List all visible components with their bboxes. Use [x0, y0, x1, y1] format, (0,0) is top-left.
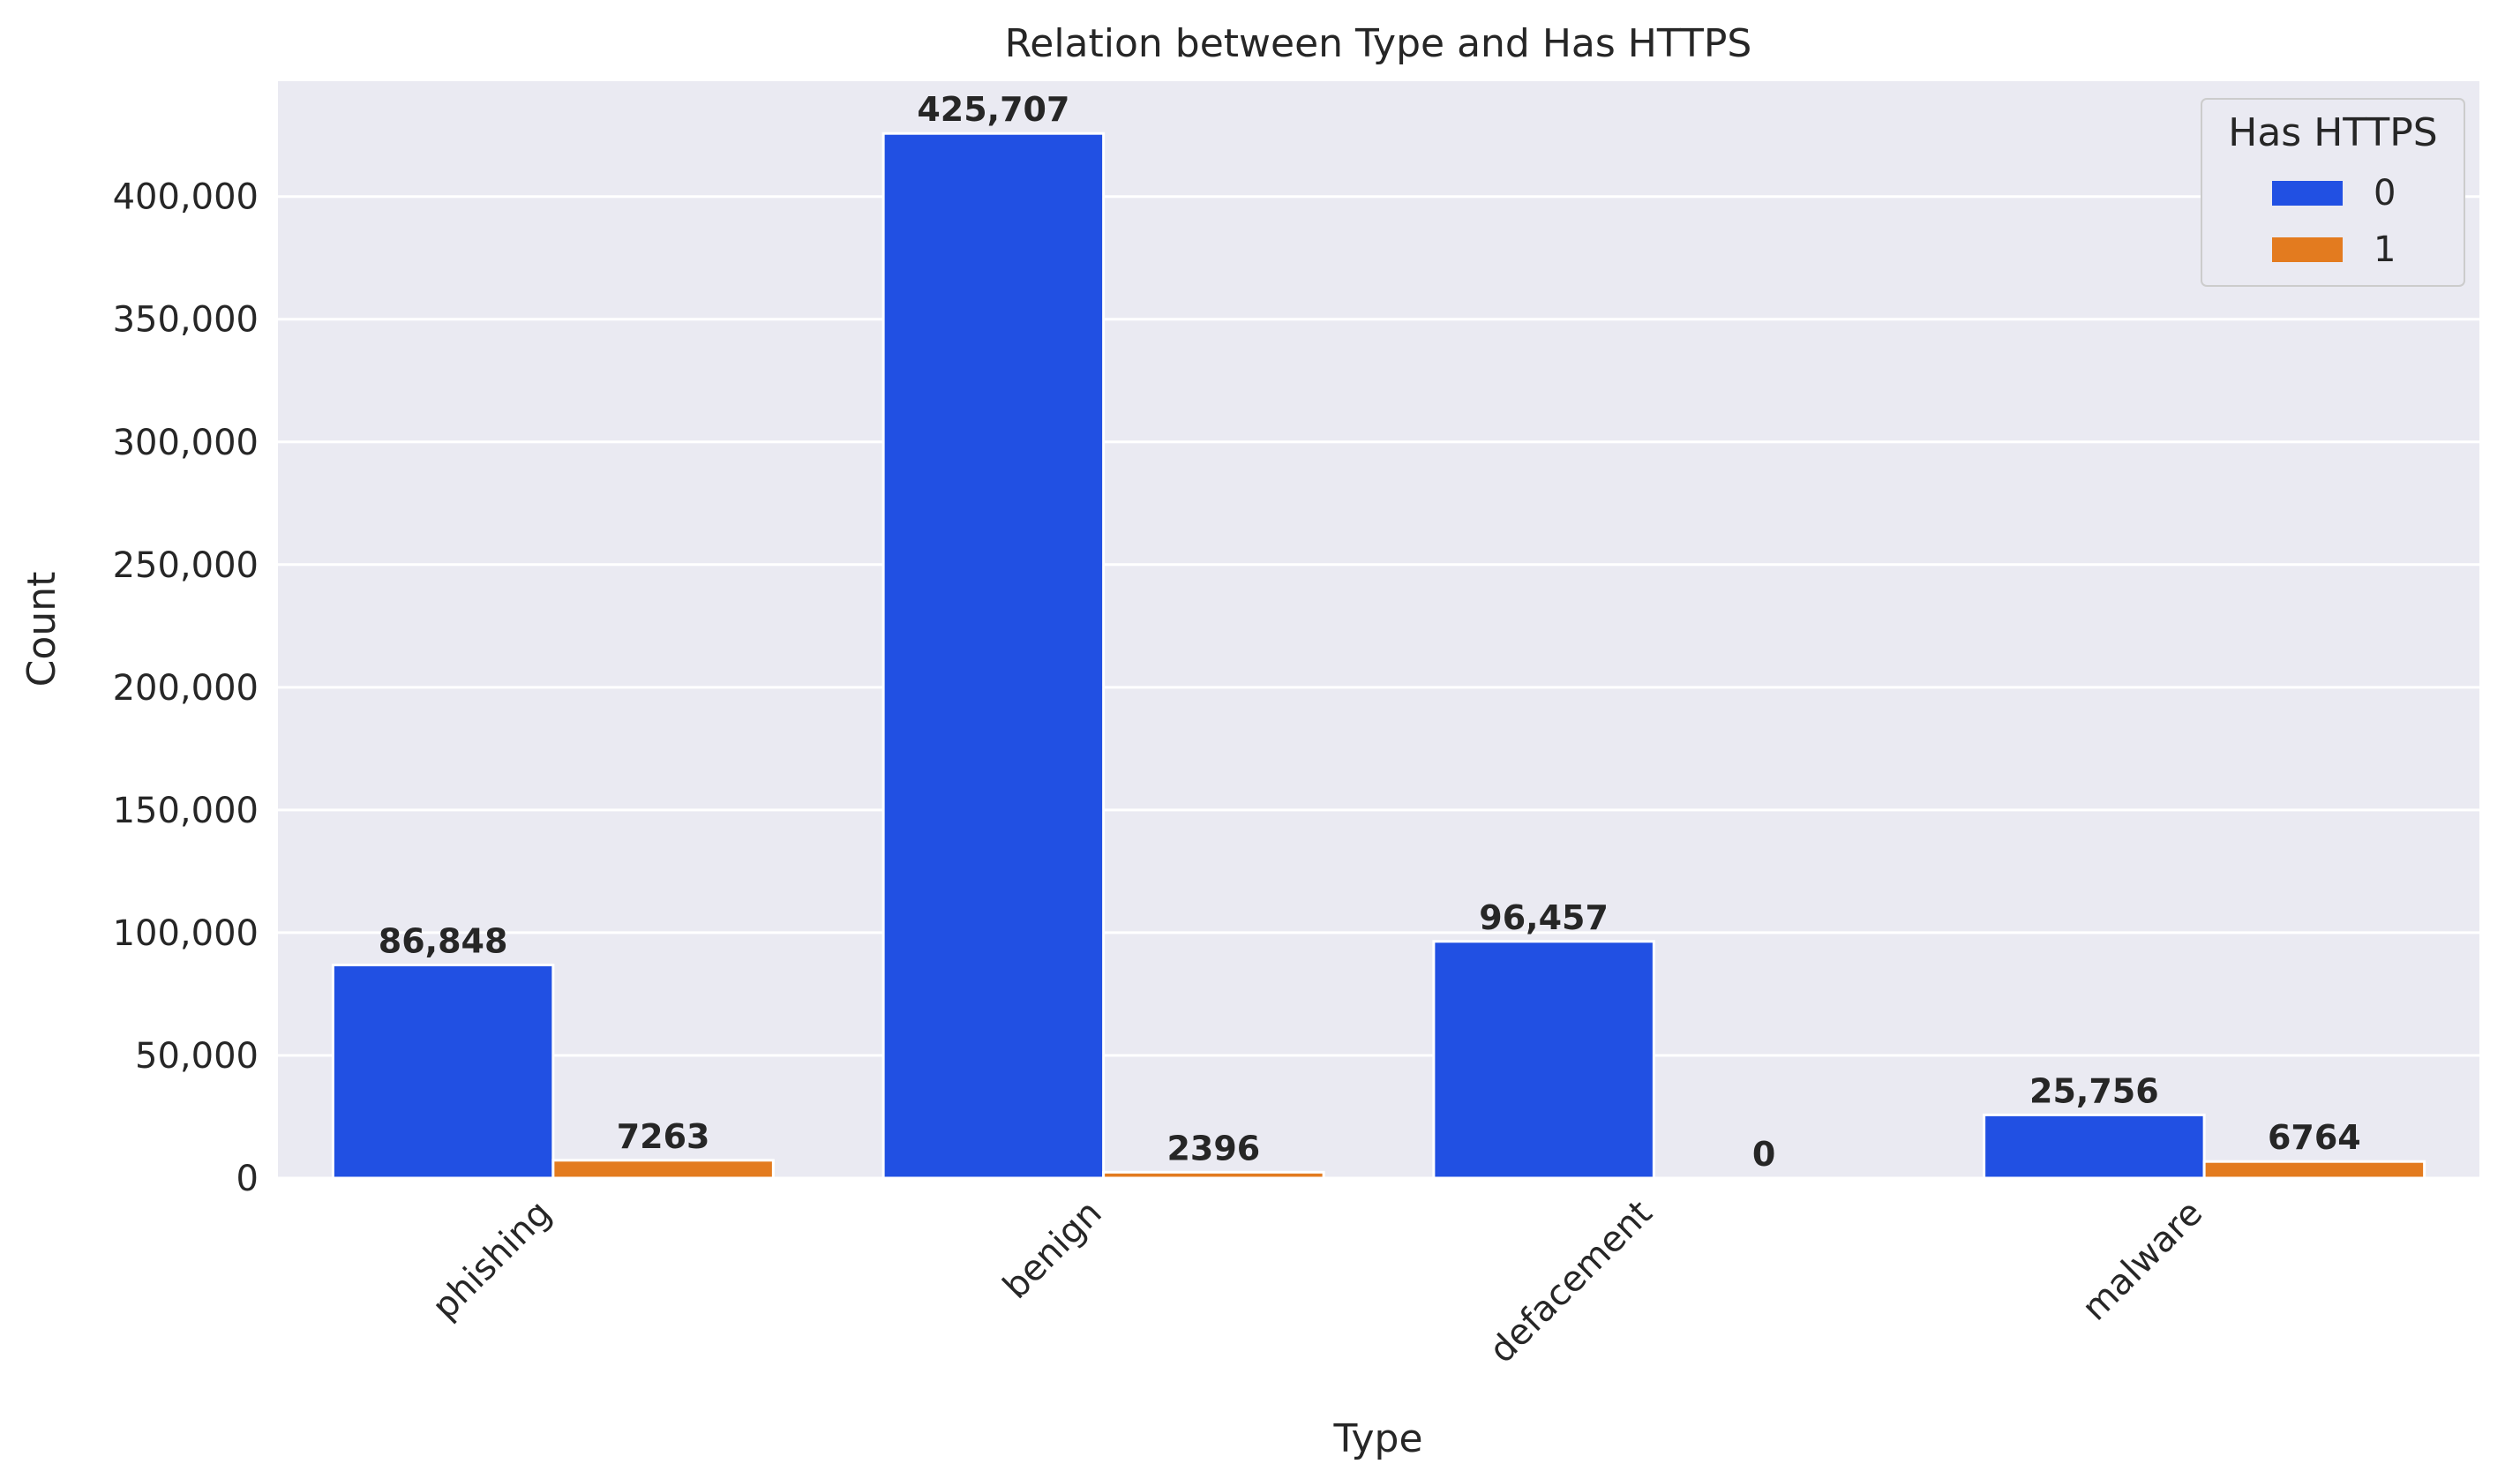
- x-tick-label-phishing: phishing: [424, 1193, 559, 1328]
- legend-label-1: 1: [2374, 229, 2396, 270]
- legend-swatch-1: [2272, 237, 2343, 262]
- bar-phishing-series-1: [551, 1159, 775, 1180]
- bars: [331, 131, 2426, 1180]
- y-tick-label-7: 350,000: [113, 300, 259, 341]
- data-labels: 86,848 7263 425,707 2396 96,457 0 25,756 6764: [379, 90, 2361, 1174]
- legend-label-0: 0: [2374, 173, 2396, 214]
- legend-title: Has HTTPS: [2228, 110, 2438, 155]
- data-label-phishing-series-1: 7263: [617, 1117, 710, 1156]
- x-tick-label-malware: malware: [2074, 1193, 2210, 1329]
- y-tick-label-0: 0: [236, 1159, 259, 1199]
- data-label-malware-series-1: 6764: [2268, 1118, 2361, 1157]
- x-axis-ticks: phishing benign defacement malware: [424, 1193, 2210, 1371]
- y-tick-label-4: 200,000: [113, 668, 259, 709]
- y-axis-ticks: 0 50,000 100,000 150,000 200,000 250,000 300,0…: [113, 177, 259, 1199]
- y-axis-label: Count: [19, 572, 64, 687]
- legend-swatch-0: [2272, 181, 2343, 206]
- data-label-benign-series-0: 425,707: [917, 90, 1069, 129]
- plot-background: [278, 81, 2479, 1178]
- gridlines: [278, 195, 2479, 1180]
- y-tick-label-1: 50,000: [135, 1036, 259, 1077]
- y-tick-label-2: 100,000: [113, 913, 259, 954]
- x-axis-label: Type: [1332, 1416, 1422, 1461]
- bar-defacement-series-0: [1432, 940, 1655, 1180]
- x-tick-label-defacement: defacement: [1481, 1193, 1660, 1371]
- bar-malware-series-0: [1983, 1113, 2206, 1180]
- data-label-malware-series-0: 25,756: [2029, 1071, 2159, 1110]
- data-label-defacement-series-0: 96,457: [1479, 898, 1609, 937]
- bar-benign-series-0: [881, 131, 1106, 1180]
- bar-phishing-series-0: [331, 963, 555, 1180]
- bar-malware-series-1: [2202, 1160, 2426, 1180]
- data-label-phishing-series-0: 86,848: [379, 921, 508, 960]
- bar-benign-series-1: [1102, 1170, 1325, 1180]
- legend: Has HTTPS 0 1: [2201, 98, 2465, 287]
- x-tick-label-benign: benign: [995, 1193, 1110, 1308]
- y-tick-label-3: 150,000: [113, 791, 259, 831]
- data-label-benign-series-1: 2396: [1166, 1129, 1260, 1167]
- y-tick-label-6: 300,000: [113, 423, 259, 463]
- y-tick-label-5: 250,000: [113, 545, 259, 586]
- y-tick-label-8: 400,000: [113, 177, 259, 218]
- data-label-defacement-series-1: 0: [1752, 1135, 1775, 1174]
- chart-title: Relation between Type and Has HTTPS: [1005, 21, 1752, 66]
